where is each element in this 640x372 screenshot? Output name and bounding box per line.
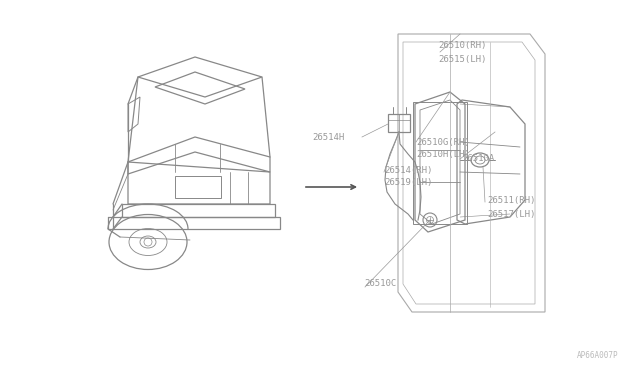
Text: 26510H(LH): 26510H(LH) xyxy=(416,150,470,158)
Text: 26510A: 26510A xyxy=(462,154,494,163)
Text: 26514H: 26514H xyxy=(313,132,345,141)
Text: 26510C: 26510C xyxy=(364,279,396,289)
Text: 26517(LH): 26517(LH) xyxy=(487,209,536,218)
Text: AP66A007P: AP66A007P xyxy=(577,351,618,360)
Text: 26510G(RH): 26510G(RH) xyxy=(416,138,470,147)
Bar xyxy=(388,114,410,132)
Text: 26519(LH): 26519(LH) xyxy=(384,177,433,186)
Text: 26515(LH): 26515(LH) xyxy=(438,55,486,64)
Text: 26514(RH): 26514(RH) xyxy=(384,166,433,174)
Text: 26510(RH): 26510(RH) xyxy=(438,41,486,49)
Bar xyxy=(175,176,221,198)
Text: 26511(RH): 26511(RH) xyxy=(487,196,536,205)
